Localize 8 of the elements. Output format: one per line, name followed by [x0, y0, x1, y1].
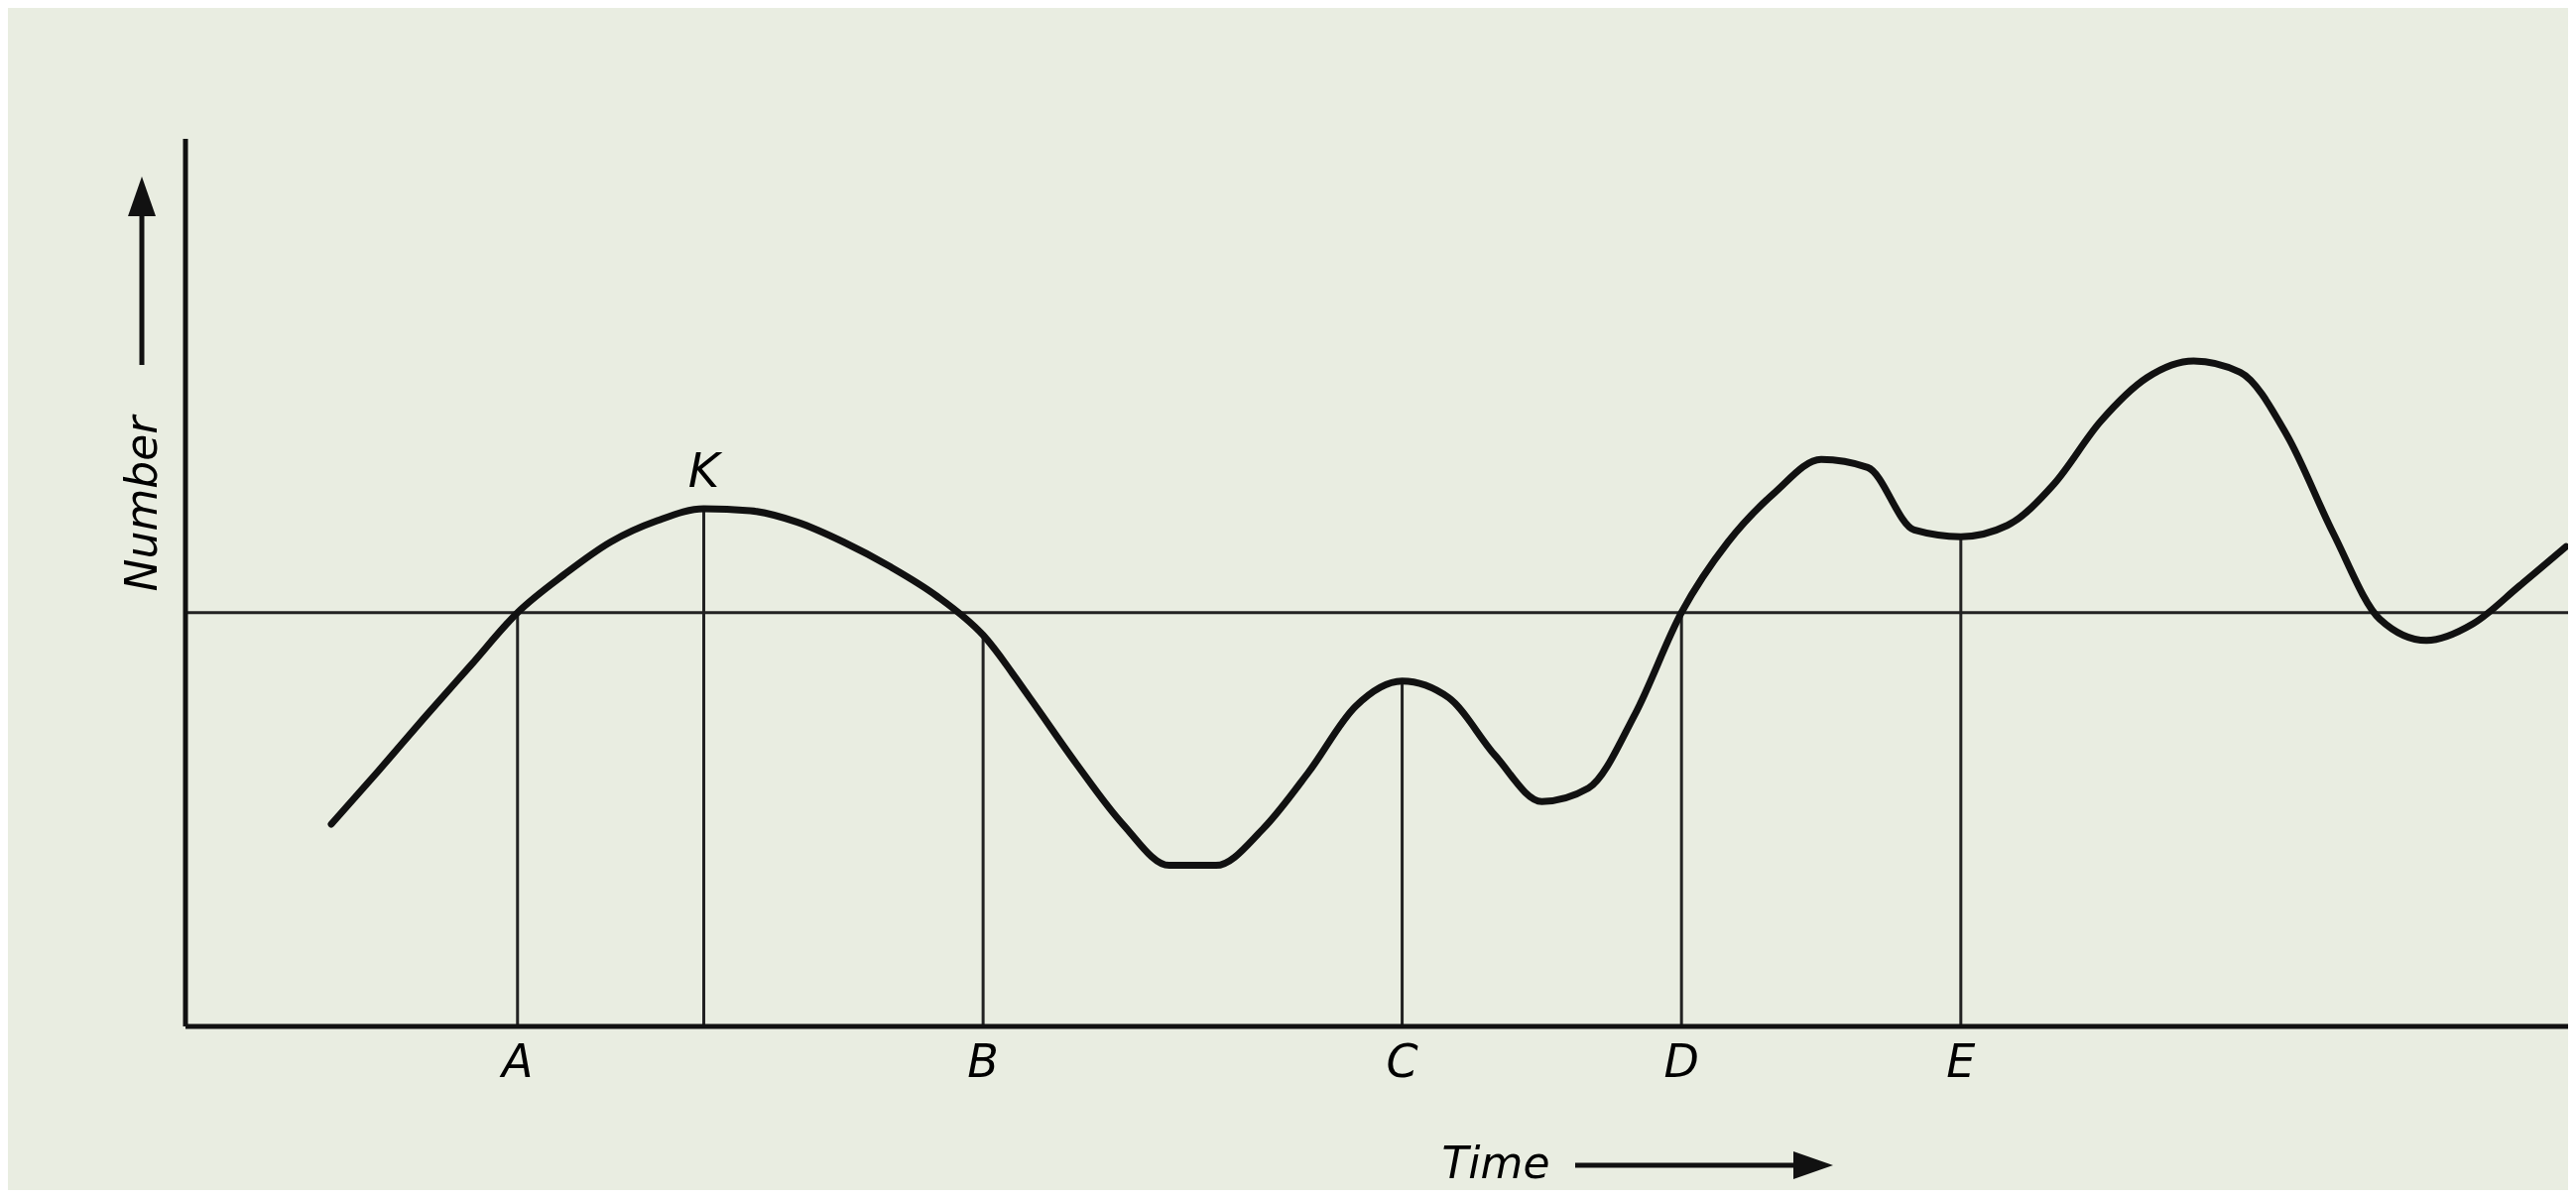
x-tick-label: D	[1663, 1034, 1699, 1088]
x-tick-label: C	[1386, 1034, 1418, 1088]
x-tick-label: E	[1946, 1034, 1976, 1088]
x-tick-label: A	[499, 1034, 534, 1088]
x-axis-title: Time	[1441, 1138, 1550, 1188]
y-axis-title: Number	[116, 413, 167, 592]
x-tick-label: B	[967, 1034, 999, 1088]
annotation: K	[687, 441, 723, 498]
